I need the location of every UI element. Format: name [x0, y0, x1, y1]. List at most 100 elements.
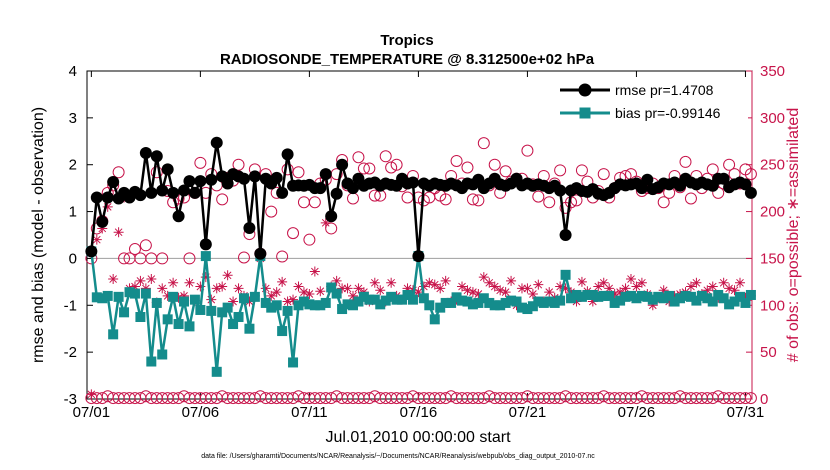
possible-marker	[554, 164, 567, 177]
assimilated-marker	[184, 277, 195, 288]
bias-marker	[729, 296, 740, 307]
assimilated-marker	[658, 285, 669, 296]
bias-marker	[462, 296, 473, 307]
rmse-marker	[85, 245, 98, 258]
plot-area: 07/01 07/06 07/11 07/16 07/21 07/26 07/31 -3 -2 -…	[64, 63, 785, 421]
bias-marker	[298, 296, 309, 307]
bias-marker	[233, 312, 244, 322]
assimilated-marker	[560, 283, 571, 294]
baseline-possible-marker	[744, 392, 757, 405]
possible-marker	[352, 151, 365, 164]
rmse-marker	[101, 191, 114, 204]
bias-marker	[124, 287, 135, 298]
assimilated-marker	[195, 281, 206, 292]
rmse-marker	[347, 182, 359, 195]
rmse-marker	[178, 184, 191, 197]
bias-marker	[680, 290, 691, 301]
bias-marker	[397, 294, 408, 305]
assimilated-marker	[735, 277, 746, 288]
bias-marker	[620, 291, 631, 302]
y-tick-label: -1	[64, 297, 77, 314]
assimilated-marker	[685, 281, 696, 292]
assimilated-marker	[244, 296, 255, 307]
bias-marker	[407, 294, 418, 305]
bias-marker	[282, 305, 293, 316]
possible-marker	[112, 166, 125, 179]
x-tick-label: 07/01	[73, 404, 111, 421]
bias-marker	[566, 293, 577, 304]
bias-marker	[146, 356, 157, 367]
possible-marker	[237, 251, 250, 264]
y2-tick-label: 250	[760, 157, 785, 174]
rmse-marker	[406, 176, 419, 189]
assimilated-marker	[571, 296, 582, 307]
y2-tick-label: 50	[760, 344, 777, 361]
assimilated-marker	[348, 290, 358, 301]
bias-marker	[511, 296, 522, 307]
bias-marker	[473, 297, 484, 308]
bias-marker	[179, 296, 190, 307]
bias-marker	[735, 291, 746, 302]
bias-marker	[244, 323, 255, 334]
assimilated-marker	[375, 285, 386, 296]
possible-marker	[744, 168, 757, 181]
assimilated-marker	[140, 283, 151, 294]
rmse-marker	[221, 177, 234, 190]
y2-tick-label: 150	[760, 250, 785, 267]
rmse-marker	[336, 158, 349, 171]
assimilated-marker	[86, 389, 97, 400]
possible-marker	[150, 166, 163, 179]
bias-marker	[489, 300, 500, 311]
assimilated-marker	[228, 296, 239, 307]
bias-marker	[664, 290, 675, 301]
bias-marker	[200, 251, 211, 262]
bias-marker	[348, 300, 358, 311]
possible-marker	[461, 161, 474, 174]
x-tick-label: 07/06	[182, 404, 220, 421]
bias-marker	[119, 307, 130, 318]
rmse-line	[90, 142, 752, 257]
assimilated-marker	[566, 287, 577, 298]
possible-marker	[281, 163, 294, 176]
assimilated-marker	[304, 289, 315, 300]
rmse-marker	[554, 184, 567, 197]
bias-marker	[625, 290, 636, 301]
bias-marker	[358, 291, 369, 302]
possible-marker	[706, 163, 719, 176]
bias-marker	[222, 302, 233, 313]
bias-marker	[571, 289, 582, 300]
possible-marker	[532, 190, 545, 203]
assimilated-marker	[179, 290, 190, 301]
bias-marker	[609, 297, 620, 308]
bias-series	[86, 246, 756, 377]
y2-tick-label: 100	[760, 297, 785, 314]
rmse-marker	[172, 210, 185, 223]
possible-marker	[156, 252, 169, 265]
y2-tick-label: 350	[760, 63, 785, 80]
rmse-marker	[412, 250, 425, 263]
rmse-marker	[641, 173, 654, 186]
bias-marker	[506, 295, 517, 306]
possible-marker	[543, 196, 556, 209]
assimilated-marker	[625, 274, 636, 285]
baseline-possible-marker	[739, 392, 752, 405]
bias-marker	[576, 291, 587, 302]
possible-marker	[439, 193, 452, 206]
chart-title: Tropics	[380, 32, 433, 49]
bias-marker	[102, 290, 113, 301]
x-axis-label: Jul.01,2010 00:00:00 start	[325, 429, 511, 446]
assimilated-marker	[457, 281, 468, 292]
assimilated-marker	[669, 290, 680, 301]
bias-marker	[315, 300, 326, 311]
bias-marker	[277, 326, 288, 337]
possible-marker	[488, 158, 501, 171]
rmse-marker	[243, 221, 256, 234]
assimilated-marker	[615, 287, 626, 298]
bias-marker	[587, 289, 598, 300]
bias-marker	[745, 289, 756, 300]
possible-marker	[450, 154, 463, 167]
assimilated-marker	[489, 281, 500, 292]
bias-marker	[288, 357, 299, 368]
assimilated-marker	[320, 217, 331, 228]
assimilated-marker	[729, 285, 740, 296]
